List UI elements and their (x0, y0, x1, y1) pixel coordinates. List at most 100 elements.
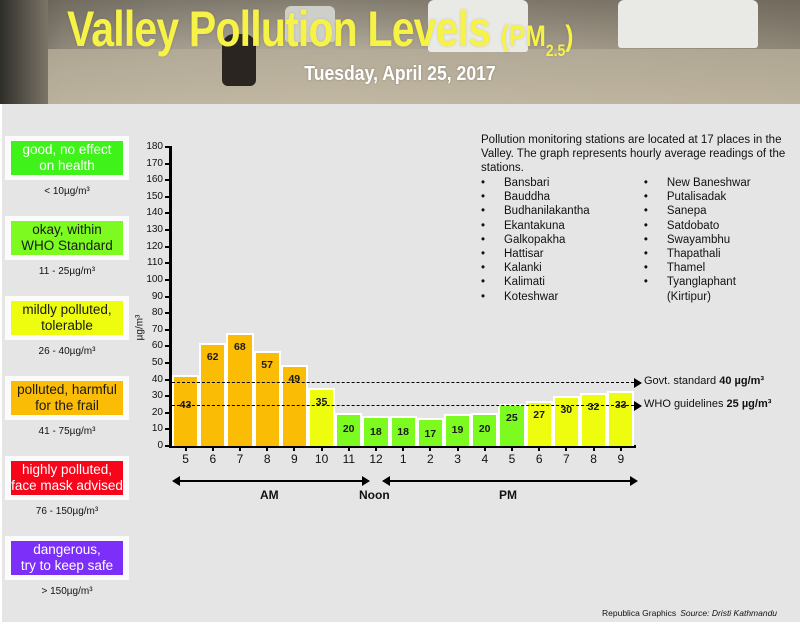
station-name: Ekantakuna (504, 219, 565, 232)
station-item: • Swayambhu (644, 233, 791, 247)
stations-column-1: • Bansbari • Bauddha • Budhanilakantha • Ekanta… (481, 176, 644, 304)
category-range: < 10µg/m³ (44, 186, 90, 197)
station-name: Galkopakha (504, 233, 566, 246)
category-box: okay, within WHO Standard (11, 221, 123, 255)
title-pm-text: (PM (500, 20, 546, 53)
category-item: highly polluted, face mask advised 76 - 15… (5, 456, 129, 517)
credit-source: Source: Dristi Kathmandu (680, 608, 778, 618)
station-item: • Hattisar (481, 247, 644, 261)
station-item: • Sanepa (644, 204, 791, 218)
page-title: Valley Pollution Levels (PM2.5) (67, 1, 574, 60)
category-box: highly polluted, face mask advised (11, 461, 123, 495)
station-name: Kalanki (504, 262, 542, 275)
category-label-line2: face mask advised (11, 478, 123, 493)
station-item: • Putalisadak (644, 190, 791, 204)
station-name: Tyanglaphant (Kirtipur) (666, 276, 736, 303)
bullet-icon: • (481, 276, 486, 289)
station-item: • Galkopakha (481, 233, 644, 247)
category-range: 76 - 150µg/m³ (35, 506, 99, 517)
station-name: Bansbari (504, 177, 550, 189)
category-label-line1: polluted, harmful (17, 382, 117, 397)
station-name: Koteshwar (504, 290, 559, 303)
category-box: polluted, harmful for the frail (11, 381, 123, 415)
category-item: mildly polluted, tolerable 26 - 40µg/m³ (5, 296, 129, 357)
category-frame: mildly polluted, tolerable (5, 296, 129, 340)
category-range: 11 - 25µg/m³ (38, 266, 96, 277)
photo-vehicle (428, 0, 528, 52)
title-text: Valley Pollution Levels (67, 1, 491, 57)
category-frame: dangerous, try to keep safe (5, 536, 129, 580)
station-item: • Thapathali (644, 247, 791, 261)
credit-line: Republica Graphics Source: Dristi Kathman… (602, 608, 777, 618)
category-box: good, no effect on health (11, 141, 123, 175)
station-name: Thamel (666, 262, 706, 275)
category-item: okay, within WHO Standard 11 - 25µg/m³ (5, 216, 129, 277)
station-item: • Thamel (644, 261, 791, 275)
category-label-line2: for the frail (35, 398, 99, 413)
station-name: Swayambhu (666, 233, 731, 246)
page-date: Tuesday, April 25, 2017 (304, 63, 496, 85)
station-name: Hattisar (504, 248, 544, 261)
bullet-icon: • (481, 290, 486, 303)
category-label-line1: dangerous, (33, 542, 101, 557)
station-item: • Kalimati (481, 275, 644, 289)
category-item: dangerous, try to keep safe > 150µg/m³ (5, 536, 129, 597)
category-label-line2: try to keep safe (20, 558, 114, 573)
category-box: dangerous, try to keep safe (11, 541, 123, 575)
station-name: New Baneshwar (666, 177, 751, 189)
stations-info: Pollution monitoring stations are locate… (481, 133, 791, 304)
station-name: Sanepa (666, 205, 707, 218)
category-box: mildly polluted, tolerable (11, 301, 123, 335)
station-item: • Bansbari (481, 176, 644, 190)
bullet-icon: • (481, 262, 486, 275)
category-label-line2: WHO Standard (21, 238, 113, 253)
category-range: 26 - 40µg/m³ (38, 346, 96, 357)
bullet-icon: • (481, 248, 486, 261)
category-label-line2: tolerable (41, 318, 93, 333)
bullet-icon: • (643, 248, 648, 261)
photo-vehicle (285, 6, 335, 42)
station-item: • Kalanki (481, 261, 644, 275)
station-item: • New Baneshwar (644, 176, 791, 190)
main-panel (2, 104, 800, 622)
station-name: Satdobato (666, 219, 720, 232)
station-item: • Budhanilakantha (481, 204, 644, 218)
category-frame: okay, within WHO Standard (5, 216, 129, 260)
title-pm-subscript: 2.5 (545, 41, 566, 60)
stations-intro: Pollution monitoring stations are locate… (481, 134, 786, 174)
bullet-icon: • (643, 276, 648, 289)
station-item: • Bauddha (481, 190, 644, 204)
category-label-line1: okay, within (32, 222, 102, 237)
bullet-icon: • (643, 191, 648, 204)
category-label-line1: highly polluted, (21, 462, 113, 477)
road-photo-area (40, 49, 800, 104)
header-banner: Valley Pollution Levels (PM2.5) Tuesday,… (0, 0, 800, 104)
category-label-line1: mildly polluted, (22, 302, 112, 317)
category-frame: highly polluted, face mask advised (5, 456, 129, 500)
fence-photo-area (0, 0, 48, 104)
category-item: polluted, harmful for the frail 41 - 75µg/… (5, 376, 129, 437)
bullet-icon: • (643, 205, 648, 218)
photo-vehicle (618, 0, 758, 48)
station-item: • Tyanglaphant (Kirtipur) (644, 275, 791, 303)
category-item: good, no effect on health < 10µg/m³ (5, 136, 129, 197)
station-name: Kalimati (504, 276, 545, 289)
category-frame: good, no effect on health (5, 136, 129, 180)
bullet-icon: • (481, 191, 486, 204)
credit-graphics: Republica Graphics (602, 608, 677, 618)
bullet-icon: • (481, 205, 486, 218)
station-item: • Satdobato (644, 219, 791, 233)
station-item: • Ekantakuna (481, 219, 644, 233)
station-name: Budhanilakantha (504, 205, 590, 218)
bullet-icon: • (481, 219, 486, 232)
bullet-icon: • (643, 219, 648, 232)
stations-column-2: • New Baneshwar • Putalisadak • Sanepa • Satdob… (644, 176, 791, 304)
title-pm: (PM2.5) (500, 20, 574, 60)
photo-motorbike (222, 34, 256, 86)
stations-list: • Bansbari • Bauddha • Budhanilakantha • Ekanta… (481, 176, 791, 304)
bullet-icon: • (643, 233, 648, 246)
bullet-icon: • (481, 177, 486, 189)
category-label-line2: on health (39, 158, 95, 173)
station-item: • Koteshwar (481, 290, 644, 304)
title-pm-close: ) (565, 20, 574, 53)
